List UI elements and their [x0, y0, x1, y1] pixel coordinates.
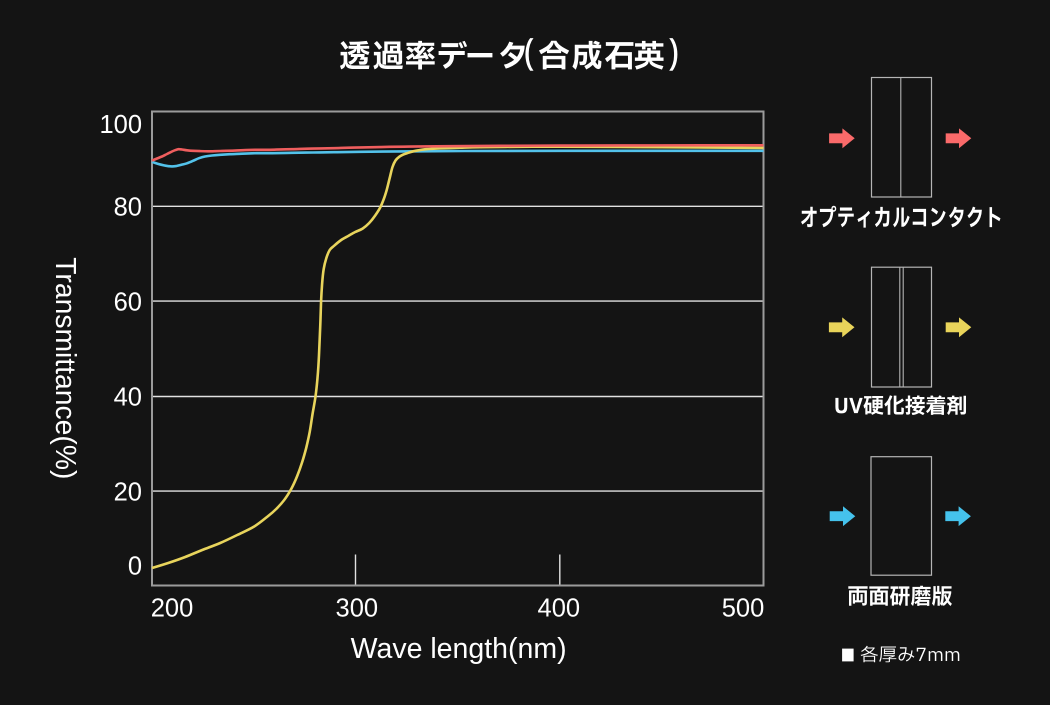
svg-text:60: 60 [114, 288, 142, 316]
svg-text:200: 200 [151, 595, 194, 623]
svg-text:0: 0 [128, 553, 142, 581]
svg-text:20: 20 [114, 478, 142, 506]
svg-text:40: 40 [114, 384, 142, 412]
svg-text:Transmittance(%): Transmittance(%) [50, 257, 82, 479]
svg-text:400: 400 [538, 595, 581, 623]
svg-text:Wave length(nm): Wave length(nm) [351, 633, 567, 665]
svg-text:500: 500 [722, 595, 765, 623]
svg-text:300: 300 [336, 595, 379, 623]
svg-text:100: 100 [99, 111, 142, 139]
svg-text:80: 80 [114, 194, 142, 222]
